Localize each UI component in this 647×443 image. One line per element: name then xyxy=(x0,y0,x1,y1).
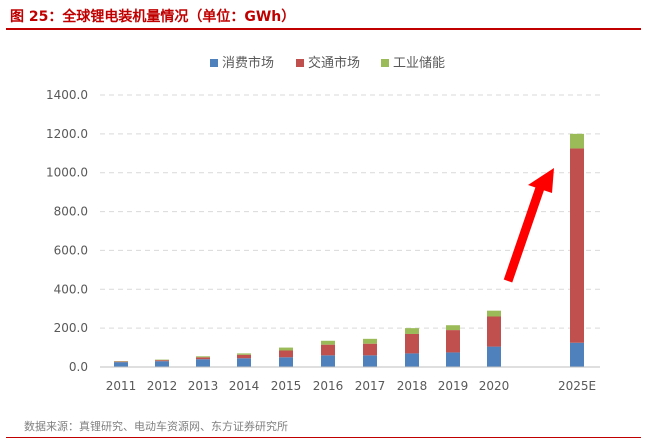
x-tick-label: 2011 xyxy=(106,379,137,393)
y-tick-label: 1000.0 xyxy=(46,166,88,180)
bar-segment xyxy=(405,353,419,367)
x-tick-label: 2018 xyxy=(397,379,428,393)
bar-segment xyxy=(570,342,584,367)
legend-label: 消费市场 xyxy=(222,55,274,71)
gridlines xyxy=(100,94,600,329)
bar-segment xyxy=(446,330,460,353)
stacked-bar-chart: 消费市场 交通市场 工业储能 0.0 200.0 400.0 600.0 800.0 1000… xyxy=(46,55,600,393)
annotation xyxy=(503,168,554,283)
bar-segment xyxy=(279,347,293,351)
y-tick-label: 400.0 xyxy=(54,282,88,296)
bar-segment xyxy=(321,340,335,345)
bar-segment xyxy=(405,328,419,334)
arrow-shaft xyxy=(503,183,546,283)
bar-segment xyxy=(321,355,335,367)
x-tick-label: 2012 xyxy=(147,379,178,393)
bar-segment xyxy=(446,352,460,367)
y-tick-label: 0.0 xyxy=(69,360,88,374)
bar-segment xyxy=(570,133,584,149)
legend-swatch xyxy=(296,59,304,67)
x-tick-label: 2014 xyxy=(229,379,260,393)
legend-swatch xyxy=(381,59,389,67)
bar-segment xyxy=(155,359,169,361)
bar-segment xyxy=(487,346,501,367)
y-tick-label: 800.0 xyxy=(54,205,88,219)
bar-segment xyxy=(570,148,584,343)
x-tick-label: 2019 xyxy=(438,379,469,393)
bar-segment xyxy=(363,343,377,356)
source-note: 数据来源：真锂研究、电动车资源网、东方证券研究所 xyxy=(24,420,288,433)
bar-segment xyxy=(155,361,169,367)
x-tick-label: 2020 xyxy=(479,379,510,393)
y-tick-label: 600.0 xyxy=(54,243,88,257)
bars xyxy=(114,133,584,367)
title-rule xyxy=(6,28,641,30)
legend: 消费市场 交通市场 工业储能 xyxy=(210,55,445,71)
x-tick-label: 2013 xyxy=(188,379,219,393)
x-tick-label: 2015 xyxy=(271,379,302,393)
x-tick-label: 2016 xyxy=(313,379,344,393)
y-tick-label: 1200.0 xyxy=(46,127,88,141)
x-tick-label: 2017 xyxy=(355,379,386,393)
bar-segment xyxy=(279,350,293,358)
legend-label: 工业储能 xyxy=(393,56,445,71)
y-tick-label: 200.0 xyxy=(54,321,88,335)
legend-label: 交通市场 xyxy=(308,55,360,71)
bar-segment xyxy=(487,310,501,317)
bar-segment xyxy=(114,361,128,363)
y-axis: 0.0 200.0 400.0 600.0 800.0 1000.0 1200.0 1400.… xyxy=(46,88,88,374)
bar-segment xyxy=(363,338,377,344)
figure-title: 图 25：全球锂电装机量情况（单位：GWh） xyxy=(10,9,296,25)
bar-segment xyxy=(237,353,251,355)
bar-segment xyxy=(196,359,210,367)
bar-segment xyxy=(237,358,251,367)
bar-segment xyxy=(196,356,210,358)
y-tick-label: 1400.0 xyxy=(46,88,88,102)
legend-swatch xyxy=(210,59,218,67)
bar-segment xyxy=(114,362,128,367)
arrow-head xyxy=(528,168,554,193)
bar-segment xyxy=(405,333,419,354)
bar-segment xyxy=(487,316,501,347)
bar-segment xyxy=(237,354,251,359)
bar-segment xyxy=(279,357,293,367)
x-axis: 2011 2012 2013 2014 2015 2016 2017 2018 2019 2020… xyxy=(100,366,600,393)
bar-segment xyxy=(446,325,460,331)
footer-rule xyxy=(6,437,641,438)
bar-segment xyxy=(363,355,377,367)
bar-segment xyxy=(196,357,210,360)
bar-segment xyxy=(321,344,335,356)
bar-segment xyxy=(155,360,169,362)
x-tick-label: 2025E xyxy=(558,379,596,393)
